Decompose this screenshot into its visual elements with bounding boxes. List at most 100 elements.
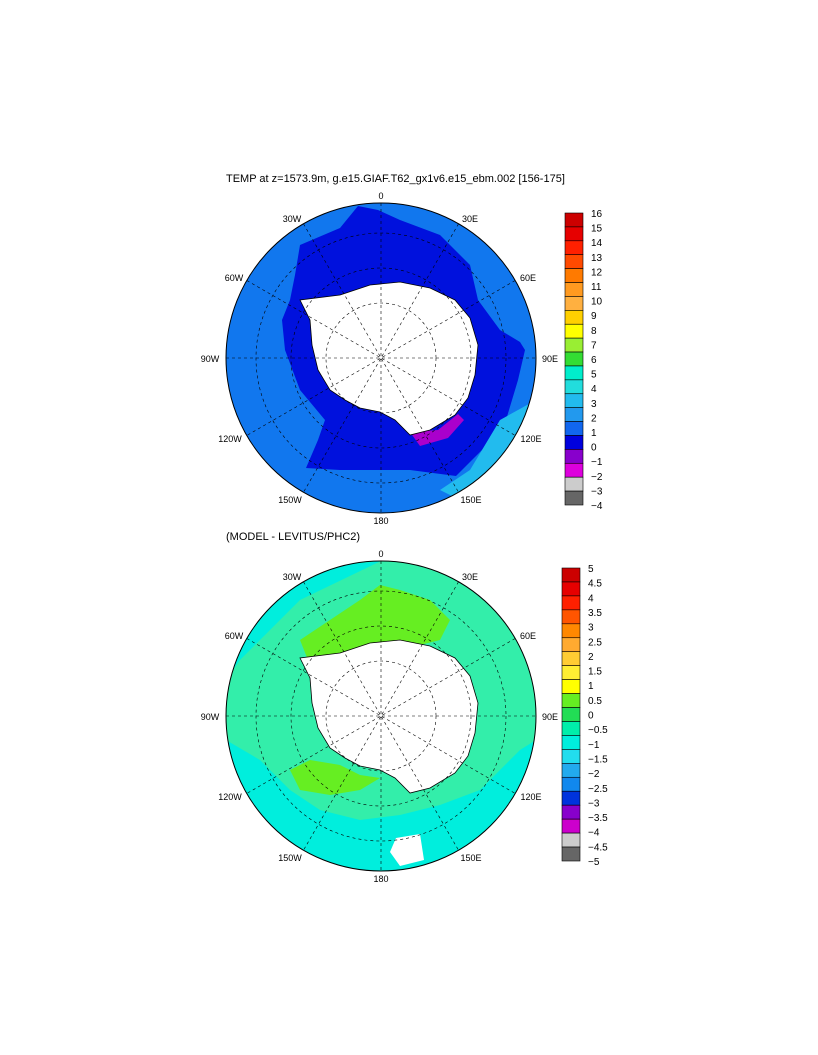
colorbar-2-tick-label: 4.5 bbox=[588, 579, 602, 590]
colorbar-2-tick-label: 1 bbox=[588, 681, 594, 692]
colorbar-2-tick-label: −2 bbox=[588, 769, 600, 780]
colorbar-1-swatch bbox=[564, 226, 584, 242]
colorbar-2-swatch bbox=[561, 749, 581, 764]
colorbar-1-tick-label: 2 bbox=[591, 413, 597, 424]
map-2-green-lower bbox=[290, 760, 380, 795]
map-2-lon-60e: 60E bbox=[520, 631, 536, 641]
map-1-lon-90e: 90E bbox=[542, 354, 558, 364]
colorbar-1-swatch bbox=[564, 462, 584, 478]
colorbar-1-swatch bbox=[564, 393, 584, 408]
colorbar-2-swatch bbox=[561, 790, 581, 806]
colorbar-1-tick-label: 5 bbox=[591, 370, 597, 381]
colorbar-1-tick-label: 13 bbox=[591, 253, 603, 264]
colorbar-2-tick-label: 1.5 bbox=[588, 667, 602, 678]
colorbar-1-swatch bbox=[564, 407, 584, 422]
colorbar-1-swatch bbox=[564, 449, 584, 464]
colorbar-2-swatch bbox=[561, 665, 581, 680]
colorbar-1-tick-label: 4 bbox=[591, 384, 597, 395]
colorbar-2-tick-label: −1 bbox=[588, 740, 600, 751]
colorbar-2-tick-label: −5 bbox=[588, 857, 600, 868]
colorbar-1-swatch bbox=[564, 296, 584, 311]
colorbar-2-tick-label: 2 bbox=[588, 652, 594, 663]
colorbar-1-swatch bbox=[564, 212, 584, 228]
colorbar-1-swatch bbox=[564, 240, 584, 256]
colorbar-2-swatch bbox=[561, 721, 581, 736]
colorbar-2-swatch bbox=[561, 693, 581, 708]
map-1-lon-90w: 90W bbox=[201, 354, 220, 364]
map-1-lon-30w: 30W bbox=[283, 214, 302, 224]
polar-map-1: 0 30W 30E 60W 60E 90W 90E 120W 120E 150W… bbox=[201, 191, 558, 526]
map-1-lon-150e: 150E bbox=[460, 495, 481, 505]
map-1-cold-region bbox=[410, 414, 464, 446]
colorbar-2-swatch bbox=[561, 832, 581, 848]
colorbar-2-tick-label: 3.5 bbox=[588, 608, 602, 619]
map-1-lon-0: 0 bbox=[378, 191, 383, 201]
map-1-lon-120w: 120W bbox=[218, 434, 242, 444]
colorbar-2-tick-label: −4 bbox=[588, 828, 600, 839]
colorbar-1-swatch bbox=[564, 435, 584, 450]
colorbar-1-tick-label: −2 bbox=[591, 472, 603, 483]
colorbar-1-swatch bbox=[564, 351, 584, 367]
colorbar-2-swatch bbox=[561, 707, 581, 722]
colorbar-1-tick-label: 6 bbox=[591, 355, 597, 366]
colorbar-2-tick-label: −3.5 bbox=[588, 813, 608, 824]
map-1-lon-180: 180 bbox=[373, 516, 388, 526]
colorbar-2-tick-label: −3 bbox=[588, 798, 600, 809]
colorbar-1-tick-label: 15 bbox=[591, 224, 603, 235]
colorbar-1-swatch bbox=[564, 365, 584, 381]
colorbar-2-swatch bbox=[561, 595, 581, 611]
colorbar-2-swatch bbox=[561, 846, 581, 862]
map-2-lon-30w: 30W bbox=[283, 572, 302, 582]
colorbar-1-swatch bbox=[564, 421, 584, 436]
colorbar-1-swatch bbox=[564, 379, 584, 395]
colorbar-2-tick-label: 5 bbox=[588, 564, 594, 575]
colorbar-2-tick-label: −0.5 bbox=[588, 725, 608, 736]
colorbar-2-swatch bbox=[561, 679, 581, 694]
map-2-lon-0: 0 bbox=[378, 549, 383, 559]
colorbar-2-swatch bbox=[561, 609, 581, 625]
map-2-green-region bbox=[300, 585, 450, 665]
colorbar-2-swatch bbox=[561, 567, 581, 583]
colorbar-2-tick-label: −1.5 bbox=[588, 754, 608, 765]
colorbar-1-tick-label: 8 bbox=[591, 326, 597, 337]
map-1-lon-120e: 120E bbox=[520, 434, 541, 444]
colorbar-2-tick-label: −2.5 bbox=[588, 784, 608, 795]
map-1-antarctica bbox=[299, 281, 479, 436]
map-2-cyan-region bbox=[226, 740, 536, 871]
colorbar-2-swatch bbox=[561, 804, 581, 820]
colorbar-2-swatch bbox=[561, 637, 581, 653]
colorbar-2-tick-label: −4.5 bbox=[588, 842, 608, 853]
colorbar-1-tick-label: 16 bbox=[591, 209, 603, 220]
colorbar-2-swatch bbox=[561, 776, 581, 792]
colorbar-1-tick-label: −1 bbox=[591, 457, 603, 468]
map-2-lon-90w: 90W bbox=[201, 712, 220, 722]
map-2-lon-150e: 150E bbox=[460, 853, 481, 863]
colorbar-1-tick-label: 12 bbox=[591, 267, 603, 278]
map-1-lon-30e: 30E bbox=[462, 214, 478, 224]
colorbar-1-swatch bbox=[564, 490, 584, 506]
map-1-lon-60e: 60E bbox=[520, 273, 536, 283]
map-2-lon-120e: 120E bbox=[520, 792, 541, 802]
colorbar-1-tick-label: −3 bbox=[591, 486, 603, 497]
map-2-lon-90e: 90E bbox=[542, 712, 558, 722]
colorbar-2-tick-label: 4 bbox=[588, 593, 594, 604]
colorbar-1-tick-label: 9 bbox=[591, 311, 597, 322]
colorbar-2-tick-label: 0 bbox=[588, 711, 594, 722]
colorbar-1-tick-label: 3 bbox=[591, 399, 597, 410]
colorbar-2-tick-label: 3 bbox=[588, 623, 594, 634]
colorbar-1-tick-label: 1 bbox=[591, 428, 597, 439]
map-2-lon-30e: 30E bbox=[462, 572, 478, 582]
colorbar-2: 5 4.5 4 3.5 3 2.5 2 1.5 1 0.5 0 −0.5 −1 −1.5 −2 −2.5 −3 −… bbox=[561, 564, 608, 868]
colorbar-2-tick-label: 0.5 bbox=[588, 696, 602, 707]
map-2-lon-60w: 60W bbox=[225, 631, 244, 641]
map-2-antarctica bbox=[299, 639, 479, 794]
colorbar-2-swatch bbox=[561, 818, 581, 834]
colorbar-1-tick-label: 7 bbox=[591, 340, 597, 351]
colorbar-1-tick-label: 0 bbox=[591, 443, 597, 454]
colorbar-2-swatch bbox=[561, 735, 581, 750]
polar-map-2: 0 30W 30E 60W 60E 90W 90E 120W 120E 150W… bbox=[201, 549, 558, 884]
colorbar-1-swatch bbox=[564, 282, 584, 297]
colorbar-2-swatch bbox=[561, 581, 581, 597]
colorbar-1-swatch bbox=[564, 337, 584, 353]
